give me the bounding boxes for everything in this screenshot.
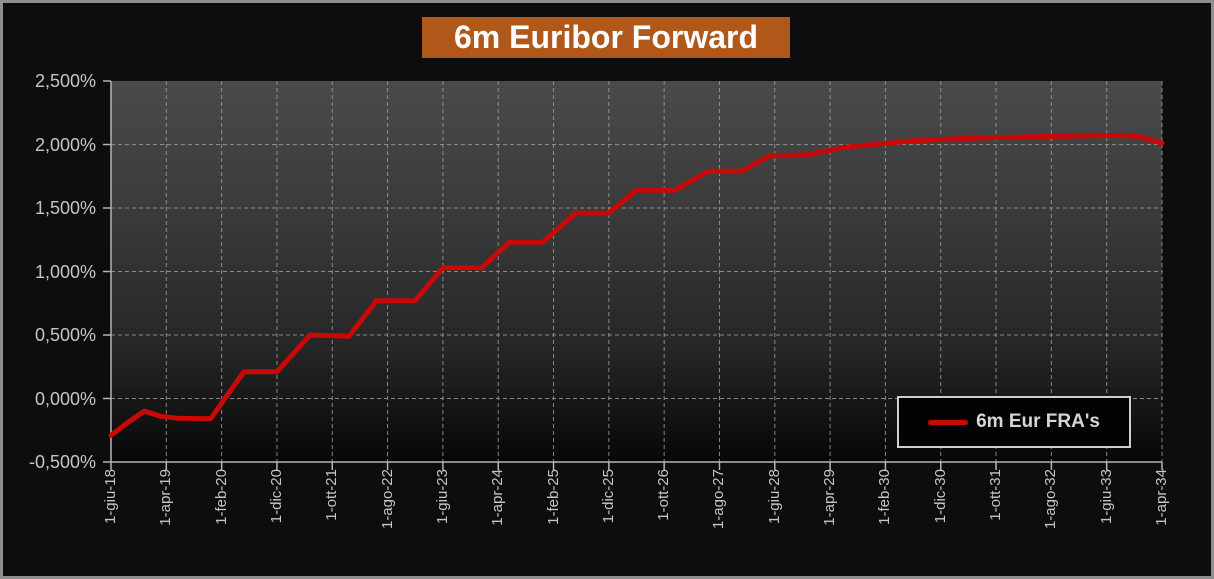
legend-series-label: 6m Eur FRA's bbox=[976, 411, 1100, 432]
x-tick-label: 1-ott-31 bbox=[987, 469, 1005, 521]
y-tick-label: 2,000% bbox=[34, 134, 96, 155]
x-tick-label: 1-ago-22 bbox=[378, 469, 396, 530]
y-tick-label: 1,000% bbox=[34, 261, 96, 282]
y-tick-label: 2,500% bbox=[34, 71, 96, 91]
legend-line-swatch bbox=[928, 419, 969, 425]
x-tick-label: 1-apr-24 bbox=[489, 469, 507, 526]
x-tick-label: 1-ott-26 bbox=[655, 469, 673, 521]
legend-box: 6m Eur FRA's bbox=[897, 396, 1131, 448]
x-tick-label: 1-giu-23 bbox=[433, 469, 451, 525]
series-line-6m-eur-fras bbox=[108, 133, 1165, 438]
x-tick-label: 1-feb-30 bbox=[876, 469, 894, 525]
y-tick-label: 0,500% bbox=[34, 325, 96, 345]
axis-lines bbox=[110, 81, 1162, 463]
x-tick-label: 1-apr-34 bbox=[1153, 469, 1170, 526]
x-tick-label: 1-feb-20 bbox=[212, 469, 230, 525]
x-tick-label: 1-ago-27 bbox=[710, 469, 728, 530]
x-tick-label: 1-dic-20 bbox=[267, 469, 285, 524]
x-tick-label: 1-feb-25 bbox=[544, 469, 562, 525]
x-tick-label: 1-giu-28 bbox=[765, 469, 783, 525]
x-tick-label: 1-ago-32 bbox=[1042, 469, 1060, 530]
x-tick-label: 1-dic-25 bbox=[599, 469, 617, 524]
x-tick-label: 1-ott-21 bbox=[323, 469, 341, 521]
y-tick-label: 1,500% bbox=[34, 198, 96, 218]
chart-title: 6m Euribor Forward bbox=[422, 17, 790, 58]
x-tick-label: 1-giu-33 bbox=[1097, 469, 1115, 525]
x-tick-label: 1-apr-29 bbox=[821, 469, 839, 526]
y-tick-label: -0,500% bbox=[28, 452, 96, 472]
x-tick-label: 1-giu-18 bbox=[102, 469, 119, 525]
x-tick-label: 1-apr-19 bbox=[157, 469, 175, 526]
x-tick-label: 1-dic-30 bbox=[931, 469, 949, 524]
y-tick-label: 0,000% bbox=[34, 388, 96, 409]
plot-area bbox=[103, 80, 1165, 470]
